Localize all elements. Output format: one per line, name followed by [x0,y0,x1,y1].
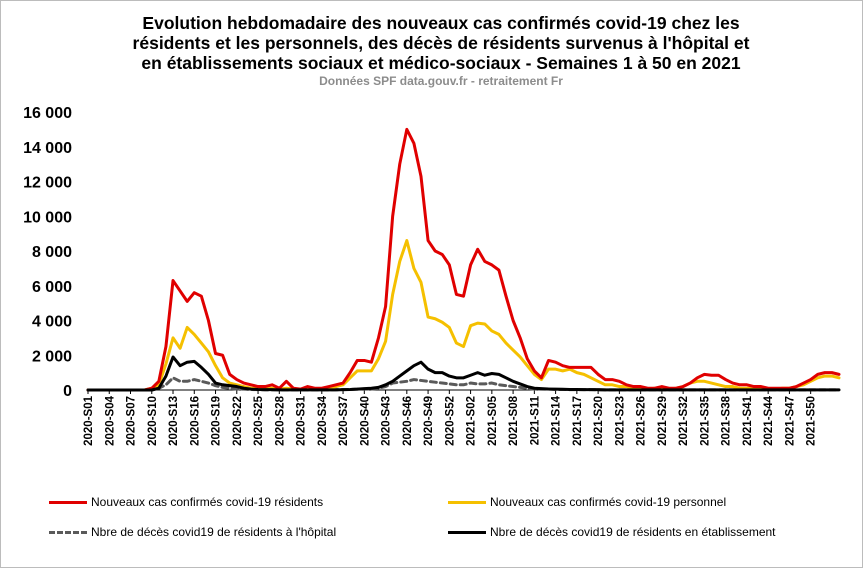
chart-subtitle: Données SPF data.gouv.fr - retraitement … [319,74,563,88]
x-tick-label: 2020-S22 [232,396,244,446]
x-tick-label: 2021-S47 [784,396,796,446]
x-tick-label: 2020-S19 [211,396,223,446]
x-tick-label: 2021-S41 [742,395,754,445]
x-tick-label: 2020-S40 [359,396,371,446]
legend-swatch-deces-hopital [49,530,87,534]
y-tick-label: 12 000 [23,175,72,192]
legend-swatch-deces-etablissement [448,530,486,534]
title-line-3: en établissements sociaux et médico-soci… [141,53,741,73]
legend-item-residents: Nouveaux cas confirmés covid-19 résident… [49,495,323,509]
x-tick-label: 2021-S44 [763,395,775,445]
x-tick-label: 2020-S10 [147,396,159,446]
line-chart: 0 2 000 4 000 6 000 8 000 10 000 12 000 14 000 1… [23,105,841,446]
y-tick-label: 8 000 [32,244,72,261]
legend-item-personnel: Nouveaux cas confirmés covid-19 personne… [448,495,726,509]
legend-item-deces-hopital: Nbre de décès covid19 de résidents à l'h… [49,525,336,539]
x-tick-label: 2020-S01 [83,395,95,445]
series-line-personnel [86,239,841,392]
x-tick-label: 2021-S50 [806,396,818,446]
title-line-2: résidents et les personnels, des décès d… [132,33,750,53]
x-tick-label: 2021-S38 [721,395,733,445]
x-tick-label: 2021-S17 [572,396,584,446]
x-tick-label: 2021-S20 [593,396,605,446]
legend-label-deces-hopital: Nbre de décès covid19 de résidents à l'h… [91,525,337,539]
x-tick-label: 2021-S08 [508,395,520,445]
x-tick-label: 2021-S35 [699,395,711,445]
x-tick-label: 2020-S46 [402,396,414,446]
title-line-1: Evolution hebdomadaire des nouveaux cas … [142,13,740,33]
x-tick-label: 2021-S05 [487,395,499,445]
chart-title: Evolution hebdomadaire des nouveaux cas … [61,13,821,88]
x-tick-label: 2020-S31 [296,395,308,445]
x-tick-label: 2020-S49 [423,396,435,446]
x-tick-label: 2021-S02 [466,396,478,446]
x-tick-label: 2020-S52 [444,396,456,446]
y-tick-label: 16 000 [23,105,72,122]
x-tick-label: 2020-S04 [104,395,116,445]
series-line-deces-etablissement [86,355,841,392]
y-tick-label: 10 000 [23,209,72,226]
legend-label-personnel: Nouveaux cas confirmés covid-19 personne… [490,495,727,509]
x-tick-label: 2020-S07 [126,396,138,446]
x-tick-label: 2021-S11 [529,395,541,445]
y-tick-label: 4 000 [32,314,72,331]
y-tick-label: 2 000 [32,348,72,365]
x-tick-label: 2021-S29 [657,396,669,446]
x-tick-label: 2020-S28 [274,395,286,445]
x-tick-label: 2021-S26 [636,396,648,446]
series-line-residents [86,127,841,392]
legend-item-deces-etablissement: Nbre de décès covid19 de résidents en ét… [448,525,776,539]
legend-label-deces-etablissement: Nbre de décès covid19 de résidents en ét… [490,525,776,539]
y-tick-label: 14 000 [23,140,72,157]
y-tick-label: 6 000 [32,279,72,296]
x-tick-label: 2020-S25 [253,395,265,445]
x-tick-label: 2020-S37 [338,396,350,446]
x-tick-label: 2020-S43 [381,396,393,446]
x-tick-label: 2020-S13 [168,396,180,446]
x-tick-label: 2021-S32 [678,396,690,446]
legend-swatch-residents [49,500,87,504]
x-tick-label: 2021-S23 [614,396,626,446]
x-tick-label: 2021-S14 [551,395,563,445]
x-tick-label: 2020-S34 [317,395,329,445]
legend-swatch-personnel [448,500,486,504]
legend-label-residents: Nouveaux cas confirmés covid-19 résident… [91,495,324,509]
x-tick-label: 2020-S16 [189,396,201,446]
y-tick-label: 0 [63,383,72,400]
